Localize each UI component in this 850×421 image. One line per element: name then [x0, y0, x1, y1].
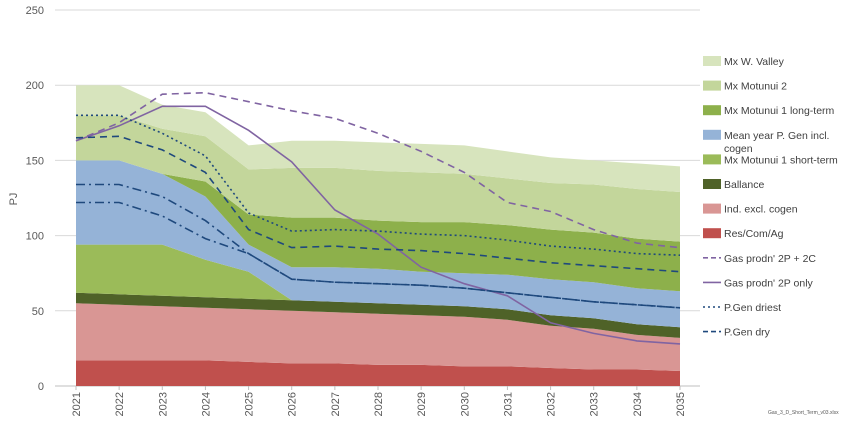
line-series [75, 91, 681, 345]
line-p-gen-driest [76, 114, 681, 256]
legend-item: Ballance [703, 179, 764, 191]
line-gas-prodn-2p-only [75, 105, 681, 345]
legend: Mx W. Valley Mx Motunui 2 Mx Motunui 1 lon… [703, 56, 838, 339]
legend-label: cogen [724, 143, 753, 155]
x-tick-label: 2022 [114, 392, 126, 416]
line-unlabelled-4 [76, 183, 681, 309]
legend-swatch [703, 56, 721, 66]
x-tick-label: 2027 [330, 392, 342, 416]
x-tick-label: 2031 [502, 392, 514, 416]
area-mx-w-valley [76, 85, 680, 192]
x-tick-label: 2026 [287, 392, 299, 416]
legend-item: Mx Motunui 1 short-term [703, 154, 838, 166]
line-gas-prodn-2p-2c [75, 91, 681, 249]
line-unlabelled-5 [76, 201, 681, 309]
legend-label: Res/Com/Ag [724, 228, 784, 240]
legend-item: Ind. excl. cogen [703, 203, 798, 216]
legend-item: Mx W. Valley [703, 56, 785, 68]
area-ind-excl-cogen [76, 303, 680, 371]
area-mx-motunui-1-long-term [76, 160, 680, 292]
y-tick-label: 100 [26, 231, 44, 243]
legend-item: Mx Motunui 2 [703, 80, 787, 93]
legend-item: P.Gen driest [703, 302, 781, 314]
legend-label: Mx Motunui 2 [724, 81, 787, 93]
legend-label: Mx W. Valley [724, 56, 785, 68]
area-mean-year-p-gen-incl-cogen [76, 160, 680, 328]
y-tick-label: 200 [26, 80, 44, 92]
legend-label: Mx Motunui 1 long-term [724, 105, 835, 117]
y-tick-label: 250 [26, 5, 44, 17]
x-tick-label: 2035 [675, 392, 687, 416]
legend-item: Mean year P. Gen incl.cogen [703, 129, 829, 155]
legend-swatch [703, 154, 721, 165]
legend-label: Mx Motunui 1 short-term [724, 154, 838, 166]
legend-label: P.Gen dry [724, 327, 771, 339]
footnote: Gas_3_D_Short_Term_v03.xlsx [768, 410, 839, 416]
x-tick-label: 2028 [373, 392, 385, 416]
legend-label: Ind. excl. cogen [724, 204, 798, 216]
x-tick-label: 2034 [632, 392, 644, 416]
x-tick-label: 2021 [71, 392, 83, 416]
legend-item: Gas prodn' 2P + 2C [703, 253, 816, 265]
legend-label: P.Gen driest [724, 302, 781, 314]
area-mx-motunui-2 [76, 115, 680, 242]
y-axis-ticks: 0 50 100 150 200 250 [26, 5, 44, 393]
x-tick-label: 2024 [200, 392, 212, 416]
y-tick-label: 0 [38, 381, 44, 393]
legend-item: P.Gen dry [703, 327, 771, 339]
legend-item: Res/Com/Ag [703, 228, 784, 240]
legend-swatch [703, 179, 721, 189]
area-mx-motunui-1-short-term [76, 244, 680, 328]
area-ballance [76, 292, 680, 338]
legend-swatch [703, 129, 721, 140]
x-axis-ticks: 2021 2022 2023 2024 2025 2026 2027 2028 2029 2030… [71, 386, 687, 416]
legend-label: Ballance [724, 179, 764, 191]
x-tick-label: 2032 [546, 392, 558, 416]
legend-label: Gas prodn' 2P only [724, 277, 814, 289]
x-tick-label: 2030 [459, 392, 471, 416]
line-p-gen-dry [75, 135, 681, 273]
x-tick-label: 2029 [416, 392, 428, 416]
legend-label: Mean year P. Gen incl. [724, 130, 829, 142]
y-axis-label: PJ [8, 193, 20, 206]
area-res-com-ag [76, 360, 680, 386]
y-tick-label: 150 [26, 155, 44, 167]
legend-item: Mx Motunui 1 long-term [703, 105, 835, 117]
legend-label: Gas prodn' 2P + 2C [724, 253, 816, 265]
stacked-areas [76, 85, 680, 386]
legend-swatch [703, 228, 721, 239]
legend-item: Gas prodn' 2P only [703, 277, 814, 289]
legend-swatch [703, 203, 721, 214]
legend-swatch [703, 80, 721, 91]
x-tick-label: 2025 [244, 392, 256, 416]
x-tick-label: 2023 [157, 392, 169, 416]
x-tick-label: 2033 [589, 392, 601, 416]
legend-swatch [703, 105, 721, 116]
y-tick-label: 50 [32, 306, 44, 318]
